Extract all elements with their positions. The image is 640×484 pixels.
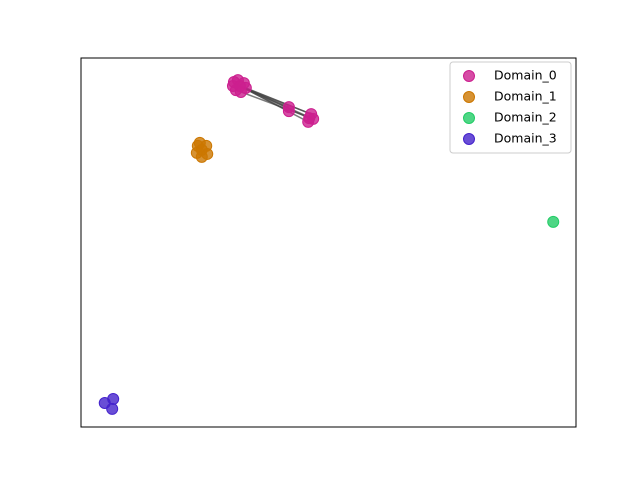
- points: [98, 74, 560, 415]
- legend-marker: [463, 112, 475, 124]
- legend-label: Domain_2: [494, 110, 557, 125]
- edge: [245, 87, 312, 115]
- point: [193, 136, 206, 149]
- point: [282, 105, 295, 118]
- point: [107, 392, 120, 405]
- point: [547, 215, 560, 228]
- point: [106, 402, 119, 415]
- point: [233, 80, 246, 93]
- legend-entries: Domain_0 Domain_1 Domain_2 Domain_3: [463, 68, 557, 146]
- point: [303, 112, 316, 125]
- legend-label: Domain_1: [494, 89, 557, 104]
- legend-marker: [463, 133, 475, 145]
- legend-marker: [463, 91, 475, 103]
- legend-label: Domain_3: [494, 131, 557, 146]
- legend: [449, 61, 572, 154]
- edge: [240, 91, 314, 120]
- legend-marker: [463, 70, 475, 82]
- legend-label: Domain_0: [494, 68, 557, 83]
